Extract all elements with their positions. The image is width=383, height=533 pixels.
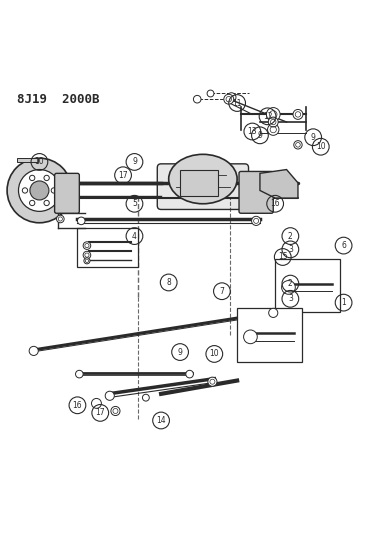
Text: 9: 9 (132, 157, 137, 166)
Text: 3: 3 (288, 294, 293, 303)
Circle shape (244, 330, 257, 344)
Circle shape (83, 242, 91, 249)
Circle shape (22, 188, 28, 193)
Text: 2: 2 (288, 231, 293, 240)
FancyBboxPatch shape (237, 308, 302, 361)
Text: 5: 5 (132, 199, 137, 208)
FancyBboxPatch shape (180, 169, 218, 196)
Text: 2: 2 (288, 279, 293, 288)
Circle shape (57, 215, 64, 223)
FancyBboxPatch shape (157, 164, 249, 209)
Circle shape (51, 188, 57, 193)
Circle shape (293, 109, 303, 119)
Ellipse shape (169, 155, 237, 204)
Text: 1: 1 (341, 298, 346, 307)
Circle shape (252, 216, 261, 225)
Text: 9: 9 (257, 131, 262, 140)
FancyBboxPatch shape (275, 259, 340, 312)
Circle shape (208, 377, 217, 386)
Text: 6: 6 (341, 241, 346, 250)
Circle shape (267, 108, 280, 121)
Circle shape (83, 251, 91, 259)
Circle shape (30, 181, 49, 200)
Circle shape (269, 308, 278, 318)
Circle shape (268, 117, 278, 127)
Circle shape (44, 175, 49, 181)
Circle shape (7, 158, 72, 223)
Circle shape (84, 258, 90, 264)
Polygon shape (260, 169, 298, 198)
Circle shape (29, 346, 38, 356)
Text: 4: 4 (132, 231, 137, 240)
Circle shape (142, 394, 149, 401)
Text: 10: 10 (34, 157, 44, 166)
Circle shape (77, 217, 85, 225)
FancyBboxPatch shape (55, 173, 79, 213)
Text: 13: 13 (247, 127, 257, 136)
Text: 9: 9 (311, 133, 316, 142)
Circle shape (224, 94, 234, 104)
Text: 11: 11 (232, 99, 242, 108)
Text: 10: 10 (210, 350, 219, 359)
Circle shape (18, 169, 61, 212)
Circle shape (294, 141, 302, 149)
FancyBboxPatch shape (16, 158, 38, 162)
Circle shape (29, 200, 35, 206)
Text: 17: 17 (118, 171, 128, 180)
FancyBboxPatch shape (77, 229, 138, 266)
Text: 16: 16 (270, 199, 280, 208)
Text: 17: 17 (95, 408, 105, 417)
Text: 3: 3 (288, 245, 293, 254)
Circle shape (268, 124, 279, 135)
Circle shape (193, 95, 201, 103)
Text: 9: 9 (178, 348, 183, 357)
Circle shape (92, 399, 101, 408)
Text: 15: 15 (278, 253, 288, 262)
Circle shape (186, 370, 193, 378)
Circle shape (207, 90, 214, 97)
Circle shape (29, 175, 35, 181)
FancyBboxPatch shape (239, 172, 273, 213)
Text: 8: 8 (166, 278, 171, 287)
Circle shape (75, 370, 83, 378)
Text: 14: 14 (156, 416, 166, 425)
Circle shape (282, 280, 295, 294)
Text: 7: 7 (219, 287, 224, 296)
Circle shape (227, 93, 236, 102)
Circle shape (111, 407, 120, 416)
Circle shape (44, 200, 49, 206)
Text: 10: 10 (316, 142, 326, 151)
Text: 12: 12 (263, 112, 272, 121)
Text: 16: 16 (73, 401, 82, 410)
Text: 8J19  2000B: 8J19 2000B (16, 93, 99, 107)
Circle shape (105, 391, 114, 400)
